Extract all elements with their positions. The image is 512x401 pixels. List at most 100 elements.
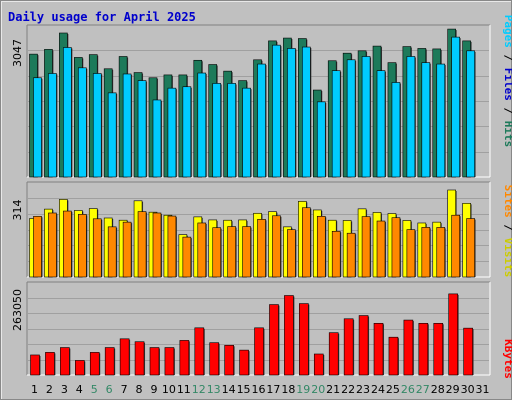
day-label: 11 <box>177 383 191 396</box>
day-label: 29 <box>446 383 460 396</box>
day-label: 21 <box>326 383 340 396</box>
sites-bar <box>316 216 326 278</box>
files-bar <box>466 50 475 178</box>
sites-bar <box>346 232 356 278</box>
separator: / <box>502 218 512 238</box>
sites-bar <box>212 227 222 278</box>
sites-bar <box>376 220 386 278</box>
files-bar <box>122 73 132 178</box>
kbytes-bar <box>194 327 205 376</box>
sites-bar <box>406 229 416 278</box>
kbytes-bar <box>179 340 190 376</box>
sites-bar <box>92 218 102 278</box>
files-bar <box>92 73 102 178</box>
sites-bar <box>257 219 266 278</box>
files-bar <box>257 63 266 178</box>
pages-label: Pages <box>502 15 512 48</box>
files-bar <box>78 67 87 178</box>
kbytes-bar <box>358 315 369 376</box>
sites-bar <box>182 236 192 278</box>
kbytes-bar <box>388 336 399 376</box>
files-bar <box>391 82 401 178</box>
sites-bar <box>242 226 251 278</box>
day-label: 31 <box>476 383 490 396</box>
kbytes-bar <box>463 327 473 376</box>
sites-bar <box>421 227 431 278</box>
files-bar <box>272 44 281 178</box>
day-label: 13 <box>207 383 221 396</box>
day-label: 8 <box>136 383 143 396</box>
kbytes-bar <box>119 338 130 376</box>
chart-title: Daily usage for April 2025 <box>8 10 196 24</box>
files-bar <box>331 70 341 178</box>
kbytes-bar <box>373 322 384 376</box>
files-bar <box>436 63 446 178</box>
kbytes-bar <box>433 322 444 376</box>
hits-label: Hits <box>502 121 512 148</box>
sites-label: Sites <box>502 185 512 218</box>
visits-label: Visits <box>502 238 512 278</box>
kbytes-bar <box>254 327 264 376</box>
sites-bar <box>63 210 72 278</box>
files-bar <box>227 83 236 178</box>
day-label: 2 <box>46 383 53 396</box>
kbytes-bar <box>418 322 429 376</box>
sites-bar <box>272 215 281 278</box>
day-label: 15 <box>237 383 251 396</box>
files-bar <box>316 101 326 178</box>
day-label: 3 <box>61 383 68 396</box>
sites-bar <box>391 217 401 278</box>
sites-bar <box>331 230 341 278</box>
day-label: 18 <box>281 383 295 396</box>
files-bar <box>361 56 371 178</box>
day-label: 22 <box>341 383 355 396</box>
sites-bar <box>451 214 460 278</box>
sites-bar <box>302 207 311 278</box>
panel-1-max-label: 3047 <box>11 39 24 67</box>
day-label: 5 <box>91 383 98 396</box>
sites-bar <box>78 214 87 278</box>
day-label: 4 <box>76 383 83 396</box>
kbytes-bar <box>134 341 145 376</box>
day-label: 25 <box>386 383 400 396</box>
kbytes-bar <box>149 347 160 376</box>
separator: / <box>502 48 512 68</box>
day-label: 7 <box>121 383 128 396</box>
day-label: 12 <box>192 383 206 396</box>
day-label: 9 <box>150 383 157 396</box>
day-label: 27 <box>416 383 430 396</box>
kbytes-label: KBytes <box>502 339 512 379</box>
sites-bar <box>466 218 475 278</box>
day-label: 30 <box>461 383 475 396</box>
files-bar <box>197 72 207 178</box>
sites-bar <box>227 226 236 278</box>
files-bar <box>346 59 356 178</box>
sites-bar <box>167 215 177 278</box>
files-bar <box>287 48 296 178</box>
files-bar <box>48 73 57 178</box>
day-label: 17 <box>266 383 280 396</box>
files-bar <box>451 36 460 178</box>
sites-bar <box>287 229 296 278</box>
day-label: 24 <box>371 383 385 396</box>
kbytes-bar <box>269 304 279 376</box>
sites-bar <box>33 216 42 278</box>
files-bar <box>33 77 42 178</box>
files-bar <box>182 86 192 178</box>
day-label: 1 <box>31 383 38 396</box>
sites-bar <box>152 212 162 278</box>
kbytes-bar <box>75 360 85 376</box>
files-bar <box>376 70 386 178</box>
sites-bar <box>48 212 57 278</box>
separator: / <box>502 101 512 121</box>
kbytes-bar <box>403 319 414 376</box>
day-label: 23 <box>356 383 370 396</box>
kbytes-bar <box>224 344 234 376</box>
files-bar <box>242 87 251 178</box>
kbytes-bar <box>60 347 70 376</box>
kbytes-bar <box>209 342 220 376</box>
files-bar <box>421 62 431 178</box>
kbytes-bar <box>343 318 354 376</box>
